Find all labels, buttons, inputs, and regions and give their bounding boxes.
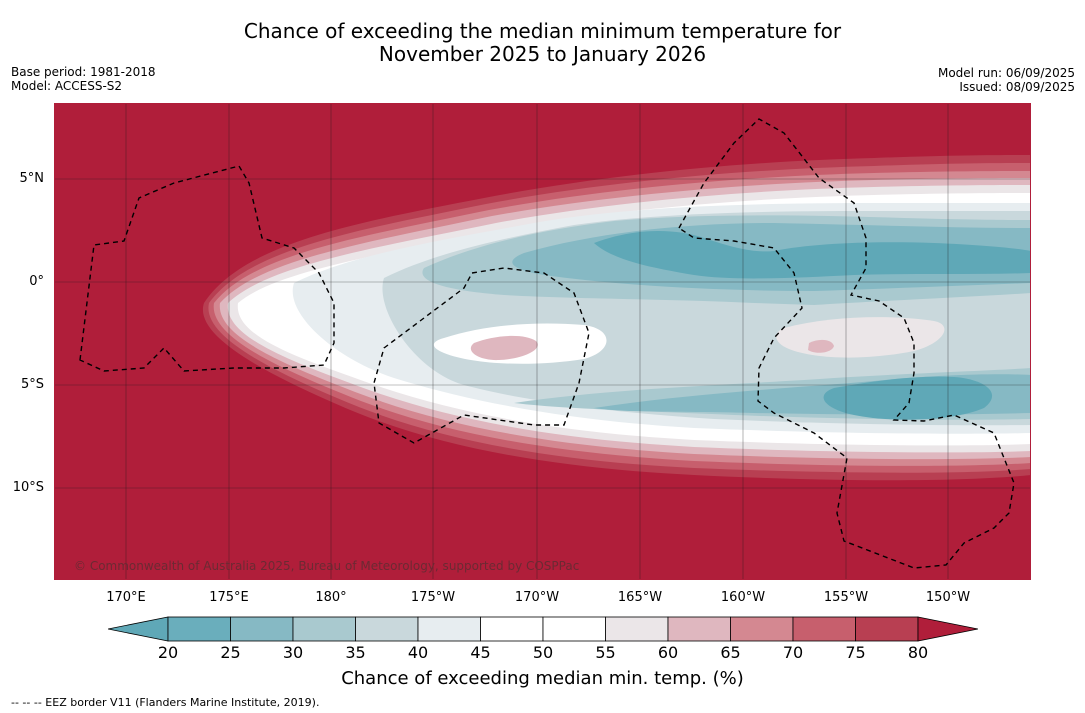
colorbar — [108, 616, 978, 642]
colorbar-tick-label: 30 — [282, 643, 304, 662]
lon-tick-label: 170°W — [514, 590, 560, 605]
lon-tick-label: 170°E — [106, 590, 146, 605]
map-title: Chance of exceeding the median minimum t… — [0, 20, 1085, 66]
model-name: Model: ACCESS-S2 — [11, 79, 123, 93]
colorbar-segment — [417, 616, 481, 642]
lon-tick-label: 165°W — [617, 590, 663, 605]
issued-date: Issued: 08/09/2025 — [959, 80, 1075, 94]
colorbar-segment — [855, 616, 919, 642]
probability-map — [54, 103, 1031, 580]
colorbar-tick-label: 25 — [220, 643, 241, 662]
colorbar-tick-label: 70 — [782, 643, 804, 662]
lon-tick-label: 175°W — [410, 590, 456, 605]
meta-right: Model run: 06/09/2025 Issued: 08/09/2025 — [938, 66, 1075, 94]
colorbar-tick-label: 60 — [657, 643, 679, 662]
title-line-2: November 2025 to January 2026 — [378, 42, 707, 66]
colorbar-segment — [667, 616, 731, 642]
colorbar-tick-label: 65 — [720, 643, 741, 662]
title-line-1: Chance of exceeding the median minimum t… — [243, 19, 842, 43]
warm-patch-east-core — [808, 339, 834, 353]
lat-tick-label: 0° — [29, 274, 44, 289]
colorbar-segment — [355, 616, 419, 642]
base-period: Base period: 1981-2018 — [11, 65, 156, 79]
colorbar-tick-label: 45 — [470, 643, 491, 662]
eez-border-kiribati — [678, 118, 1015, 569]
colorbar-tick-label: 35 — [345, 643, 366, 662]
lon-tick-label: 180° — [315, 590, 347, 605]
colorbar-extend-high — [917, 616, 978, 642]
colorbar-tick-label: 20 — [157, 643, 179, 662]
lon-tick-label: 150°W — [925, 590, 971, 605]
meta-left: Base period: 1981-2018 Model: ACCESS-S2 — [11, 65, 156, 93]
colorbar-segment — [230, 616, 294, 642]
colorbar-segment — [167, 616, 231, 642]
colorbar-tick-label: 40 — [407, 643, 429, 662]
eez-border-tuvalu — [79, 165, 335, 372]
colorbar-segment — [542, 616, 606, 642]
colorbar-title: Chance of exceeding median min. temp. (%… — [341, 668, 744, 689]
credit-text: © Commonwealth of Australia 2025, Bureau… — [74, 559, 580, 573]
colorbar-segment — [480, 616, 544, 642]
colorbar-tick-label: 80 — [907, 643, 929, 662]
colorbar-segment — [792, 616, 856, 642]
colorbar-tick-label: 50 — [532, 643, 554, 662]
colorbar-segment — [605, 616, 669, 642]
colorbar-segment — [730, 616, 794, 642]
colorbar-extend-low — [108, 616, 169, 642]
colorbar-tick-label: 55 — [595, 643, 616, 662]
colorbar-tick-label: 75 — [845, 643, 866, 662]
warm-patch-west-core — [470, 335, 538, 361]
colorbar-segment — [292, 616, 356, 642]
map-frame — [54, 103, 1031, 580]
band-20-south — [823, 376, 993, 420]
lat-tick-label: 5°S — [20, 377, 44, 392]
lon-tick-label: 155°W — [823, 590, 869, 605]
lon-tick-label: 160°W — [720, 590, 766, 605]
eez-legend-note: -- -- -- EEZ border V11 (Flanders Marine… — [11, 696, 320, 709]
model-run: Model run: 06/09/2025 — [937, 66, 1075, 80]
band-20-north — [594, 231, 1031, 279]
eez-border-tokelau — [373, 267, 590, 444]
lat-tick-label: 10°S — [12, 480, 44, 495]
lat-tick-label: 5°N — [19, 171, 45, 186]
lon-tick-label: 175°E — [209, 590, 249, 605]
